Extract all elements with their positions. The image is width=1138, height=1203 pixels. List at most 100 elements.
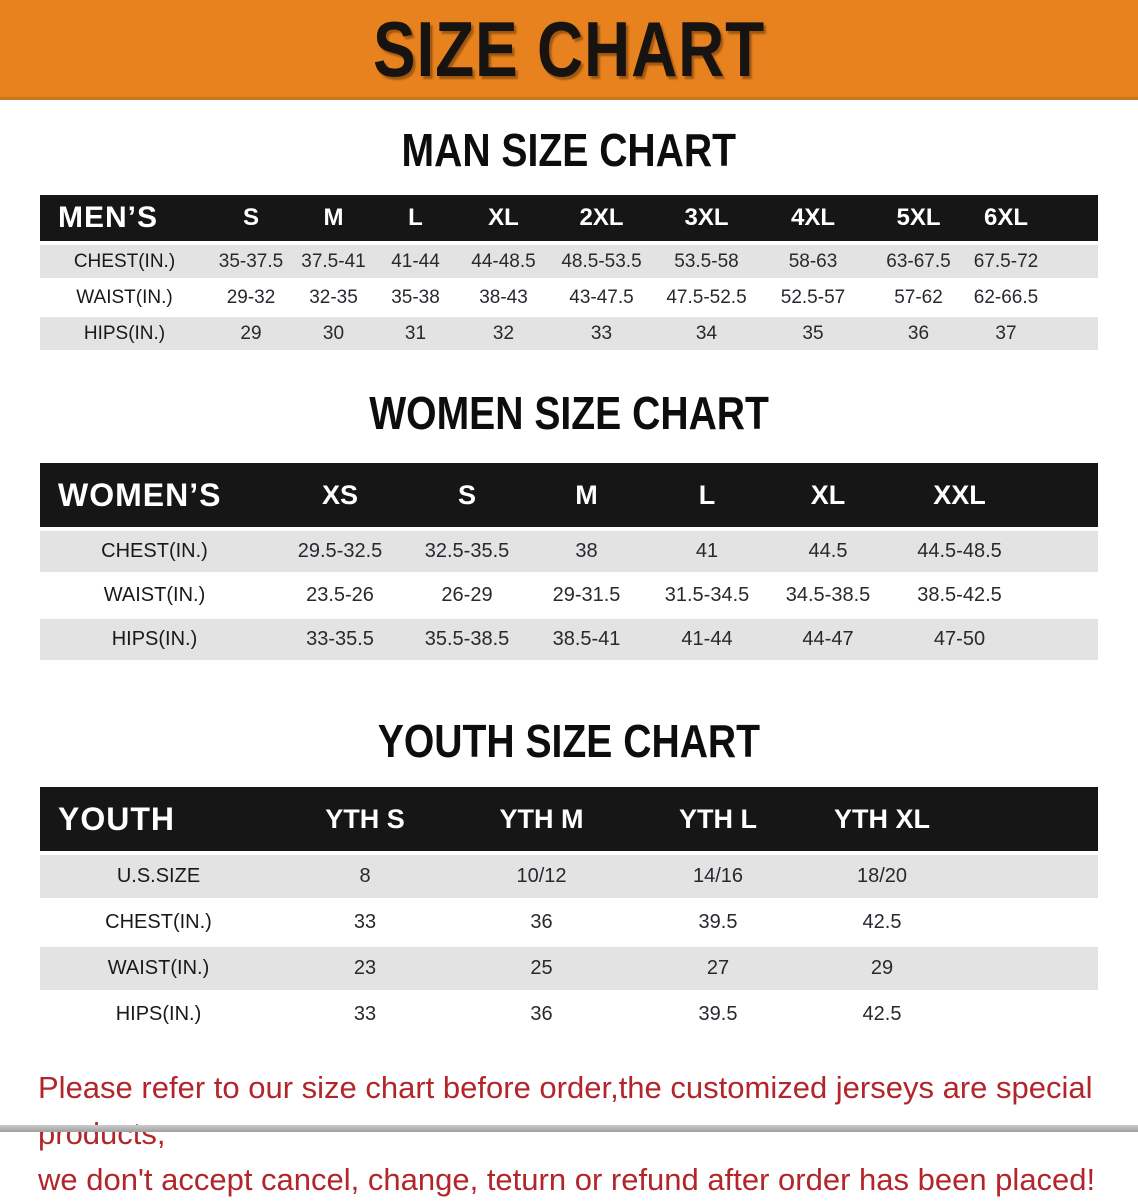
table-corner-label: YOUTH bbox=[40, 787, 277, 855]
table-row: WAIST(IN.) 23 25 27 29 bbox=[40, 945, 1098, 993]
size-value-cell: 41-44 bbox=[374, 243, 457, 281]
size-column-header: M bbox=[523, 463, 650, 531]
size-value-cell: 35-38 bbox=[374, 279, 457, 317]
size-column-header: 3XL bbox=[653, 195, 760, 245]
size-column-header: YTH M bbox=[453, 787, 630, 855]
size-value-cell: 39.5 bbox=[630, 991, 806, 1039]
size-value-cell: 29 bbox=[806, 945, 1098, 993]
size-value-cell: 10/12 bbox=[453, 853, 630, 901]
disclaimer-note: Please refer to our size chart before or… bbox=[0, 1065, 1138, 1203]
measurement-row-label: CHEST(IN.) bbox=[40, 243, 209, 281]
measurement-row-label: HIPS(IN.) bbox=[40, 991, 277, 1039]
size-value-cell: 33 bbox=[277, 899, 453, 947]
size-value-cell: 29-31.5 bbox=[523, 573, 650, 619]
table-row: HIPS(IN.) 33 36 39.5 42.5 bbox=[40, 991, 1098, 1039]
size-value-cell: 37.5-41 bbox=[293, 243, 374, 281]
size-value-cell: 47.5-52.5 bbox=[653, 279, 760, 317]
size-value-cell: 42.5 bbox=[806, 899, 1098, 947]
table-row: HIPS(IN.) 33-35.5 35.5-38.5 38.5-41 41-44 44-… bbox=[40, 617, 1098, 663]
size-value-cell: 8 bbox=[277, 853, 453, 901]
disclaimer-line-2: we don't accept cancel, change, teturn o… bbox=[38, 1162, 1096, 1197]
youth-section-title: YOUTH SIZE CHART bbox=[0, 715, 1138, 767]
size-value-cell: 33 bbox=[550, 315, 653, 353]
size-value-cell: 58-63 bbox=[760, 243, 866, 281]
size-column-header: XXL bbox=[892, 463, 1098, 531]
size-value-cell: 35-37.5 bbox=[209, 243, 293, 281]
size-value-cell: 26-29 bbox=[411, 573, 523, 619]
size-value-cell: 27 bbox=[630, 945, 806, 993]
size-value-cell: 31 bbox=[374, 315, 457, 353]
table-corner-label: MEN’S bbox=[40, 195, 209, 245]
size-value-cell: 35 bbox=[760, 315, 866, 353]
table-row: CHEST(IN.) 33 36 39.5 42.5 bbox=[40, 899, 1098, 947]
size-value-cell: 34.5-38.5 bbox=[764, 573, 892, 619]
size-value-cell: 44-47 bbox=[764, 617, 892, 663]
size-value-cell: 43-47.5 bbox=[550, 279, 653, 317]
measurement-row-label: WAIST(IN.) bbox=[40, 573, 269, 619]
size-value-cell: 31.5-34.5 bbox=[650, 573, 764, 619]
measurement-row-label: WAIST(IN.) bbox=[40, 279, 209, 317]
men-size-table: MEN’S S M L XL 2XL 3XL 4XL 5XL 6XL CHEST(IN.) 35-37… bbox=[40, 195, 1098, 353]
size-value-cell: 32 bbox=[457, 315, 550, 353]
size-column-header: XL bbox=[764, 463, 892, 531]
size-value-cell: 32-35 bbox=[293, 279, 374, 317]
table-row: HIPS(IN.) 29 30 31 32 33 34 35 36 37 bbox=[40, 315, 1098, 353]
disclaimer-line-1: Please refer to our size chart before or… bbox=[38, 1070, 1093, 1151]
size-value-cell: 62-66.5 bbox=[971, 279, 1098, 317]
table-corner-label: WOMEN’S bbox=[40, 463, 269, 531]
size-column-header: L bbox=[374, 195, 457, 245]
size-column-header: XS bbox=[269, 463, 411, 531]
size-value-cell: 25 bbox=[453, 945, 630, 993]
size-column-header: S bbox=[411, 463, 523, 531]
size-value-cell: 36 bbox=[866, 315, 971, 353]
women-section-title-text: WOMEN SIZE CHART bbox=[369, 387, 769, 439]
size-value-cell: 30 bbox=[293, 315, 374, 353]
size-value-cell: 23.5-26 bbox=[269, 573, 411, 619]
table-row: CHEST(IN.) 29.5-32.5 32.5-35.5 38 41 44.5 44.5… bbox=[40, 529, 1098, 575]
size-value-cell: 67.5-72 bbox=[971, 243, 1098, 281]
size-value-cell: 34 bbox=[653, 315, 760, 353]
size-value-cell: 41 bbox=[650, 529, 764, 575]
measurement-row-label: U.S.SIZE bbox=[40, 853, 277, 901]
measurement-row-label: HIPS(IN.) bbox=[40, 617, 269, 663]
size-value-cell: 39.5 bbox=[630, 899, 806, 947]
measurement-row-label: CHEST(IN.) bbox=[40, 529, 269, 575]
size-value-cell: 47-50 bbox=[892, 617, 1098, 663]
table-header-row: WOMEN’S XS S M L XL XXL bbox=[40, 463, 1098, 531]
table-header-row: MEN’S S M L XL 2XL 3XL 4XL 5XL 6XL bbox=[40, 195, 1098, 245]
size-value-cell: 36 bbox=[453, 899, 630, 947]
size-chart-banner: SIZE CHART bbox=[0, 0, 1138, 100]
table-row: U.S.SIZE 8 10/12 14/16 18/20 bbox=[40, 853, 1098, 901]
size-column-header: YTH L bbox=[630, 787, 806, 855]
size-value-cell: 44-48.5 bbox=[457, 243, 550, 281]
size-column-header: 6XL bbox=[971, 195, 1098, 245]
measurement-row-label: WAIST(IN.) bbox=[40, 945, 277, 993]
measurement-row-label: CHEST(IN.) bbox=[40, 899, 277, 947]
size-value-cell: 29.5-32.5 bbox=[269, 529, 411, 575]
size-column-header: 5XL bbox=[866, 195, 971, 245]
size-value-cell: 38.5-42.5 bbox=[892, 573, 1098, 619]
size-value-cell: 29-32 bbox=[209, 279, 293, 317]
size-value-cell: 44.5-48.5 bbox=[892, 529, 1098, 575]
size-value-cell: 52.5-57 bbox=[760, 279, 866, 317]
size-value-cell: 14/16 bbox=[630, 853, 806, 901]
size-column-header: YTH XL bbox=[806, 787, 1098, 855]
size-value-cell: 41-44 bbox=[650, 617, 764, 663]
banner-title: SIZE CHART bbox=[373, 4, 765, 93]
size-value-cell: 33-35.5 bbox=[269, 617, 411, 663]
size-column-header: XL bbox=[457, 195, 550, 245]
size-value-cell: 44.5 bbox=[764, 529, 892, 575]
size-value-cell: 29 bbox=[209, 315, 293, 353]
size-value-cell: 42.5 bbox=[806, 991, 1098, 1039]
size-column-header: 4XL bbox=[760, 195, 866, 245]
size-value-cell: 35.5-38.5 bbox=[411, 617, 523, 663]
table-row: WAIST(IN.) 23.5-26 26-29 29-31.5 31.5-34.5 34… bbox=[40, 573, 1098, 619]
size-value-cell: 33 bbox=[277, 991, 453, 1039]
size-value-cell: 32.5-35.5 bbox=[411, 529, 523, 575]
table-row: CHEST(IN.) 35-37.5 37.5-41 41-44 44-48.5 48.5… bbox=[40, 243, 1098, 281]
size-column-header: L bbox=[650, 463, 764, 531]
measurement-row-label: HIPS(IN.) bbox=[40, 315, 209, 353]
youth-size-table: YOUTH YTH S YTH M YTH L YTH XL U.S.SIZE 8 10/12… bbox=[40, 787, 1098, 1039]
size-value-cell: 38.5-41 bbox=[523, 617, 650, 663]
table-row: WAIST(IN.) 29-32 32-35 35-38 38-43 43-47.5 47.… bbox=[40, 279, 1098, 317]
